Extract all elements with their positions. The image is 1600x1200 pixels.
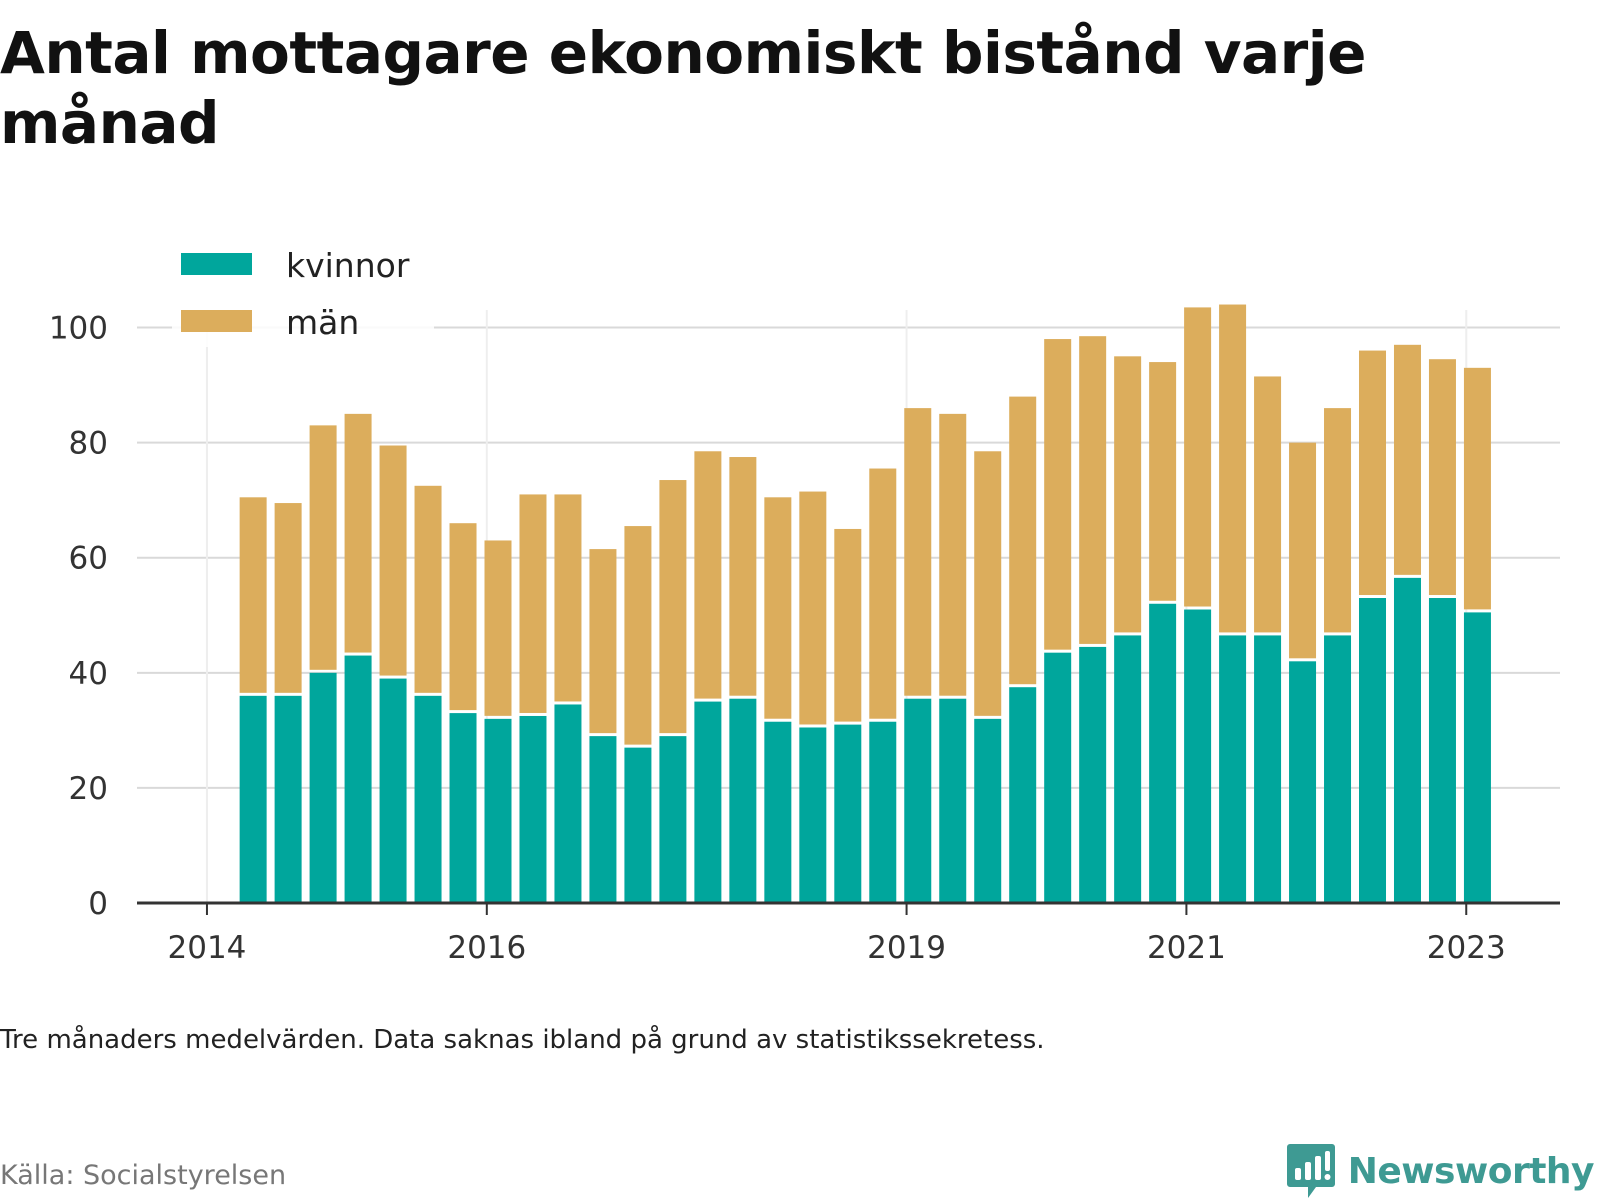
brand-logo: Newsworthy bbox=[1286, 1142, 1595, 1200]
bar-kvinnor bbox=[1009, 687, 1037, 903]
y-axis-ticks: 0 20 40 60 80 100 bbox=[49, 311, 108, 922]
bar-kvinnor bbox=[1359, 598, 1387, 903]
bar-kvinnor bbox=[1114, 635, 1142, 903]
chart-note: Tre månaders medelvärden. Data saknas ib… bbox=[0, 1025, 1045, 1055]
legend-label-man: män bbox=[286, 303, 359, 342]
bar-kvinnor bbox=[694, 701, 722, 903]
bar-man bbox=[1149, 362, 1177, 601]
bar-kvinnor bbox=[1463, 612, 1491, 903]
bar-man bbox=[694, 451, 722, 699]
x-axis-ticks: 2014 2016 2019 2021 2023 bbox=[168, 930, 1506, 966]
x-tick-label: 2023 bbox=[1427, 930, 1506, 966]
bar-kvinnor bbox=[1184, 609, 1212, 903]
bar-kvinnor bbox=[589, 736, 617, 903]
bar-man bbox=[1324, 408, 1352, 633]
bar-kvinnor bbox=[974, 718, 1002, 903]
brand-name: Newsworthy bbox=[1347, 1150, 1595, 1192]
legend-swatch-man bbox=[181, 310, 252, 332]
bar-kvinnor bbox=[904, 698, 932, 903]
bar-kvinnor bbox=[274, 695, 302, 903]
bar-kvinnor bbox=[519, 715, 547, 903]
bar-man bbox=[274, 503, 302, 693]
bar-kvinnor bbox=[484, 718, 512, 903]
bar-kvinnor bbox=[869, 721, 897, 903]
legend-swatch-kvinnor bbox=[181, 253, 252, 275]
bar-man bbox=[344, 413, 372, 653]
x-axis bbox=[137, 901, 1560, 915]
bar-kvinnor bbox=[1393, 577, 1421, 903]
bar-man bbox=[624, 526, 652, 745]
bar-kvinnor bbox=[1289, 661, 1317, 903]
bar-man bbox=[834, 528, 862, 722]
bar-kvinnor bbox=[414, 695, 442, 903]
bar-man bbox=[904, 408, 932, 696]
newsworthy-logo-icon bbox=[1286, 1144, 1335, 1198]
bar-man bbox=[449, 523, 477, 711]
bar-man bbox=[309, 425, 337, 670]
bar-man bbox=[1359, 350, 1387, 596]
x-tick-label: 2021 bbox=[1147, 930, 1226, 966]
bar-kvinnor bbox=[729, 698, 757, 903]
bar-man bbox=[1393, 344, 1421, 575]
y-tick-label: 40 bbox=[69, 656, 108, 692]
bar-kvinnor bbox=[344, 655, 372, 903]
bar-kvinnor bbox=[1149, 603, 1177, 903]
bar-man bbox=[414, 485, 442, 693]
bar-kvinnor bbox=[764, 721, 792, 903]
bars bbox=[239, 304, 1491, 903]
bar-kvinnor bbox=[239, 695, 267, 903]
bar-man bbox=[589, 549, 617, 734]
bar-man bbox=[869, 468, 897, 719]
bar-kvinnor bbox=[1324, 635, 1352, 903]
page-title: Antal mottagare ekonomiskt bistånd varje… bbox=[0, 19, 1367, 157]
bar-man bbox=[1289, 442, 1317, 659]
bar-man bbox=[239, 497, 267, 693]
bar-man bbox=[1044, 339, 1072, 650]
bar-man bbox=[1079, 336, 1107, 644]
y-tick-label: 0 bbox=[88, 886, 108, 922]
bar-man bbox=[1009, 396, 1037, 685]
bar-kvinnor bbox=[379, 678, 407, 903]
bar-man bbox=[799, 491, 827, 725]
bar-kvinnor bbox=[799, 727, 827, 903]
bar-man bbox=[974, 451, 1002, 716]
bar-man bbox=[1428, 359, 1456, 596]
bar-kvinnor bbox=[309, 672, 337, 903]
bar-man bbox=[1254, 376, 1282, 633]
bar-kvinnor bbox=[1428, 598, 1456, 903]
bar-kvinnor bbox=[1219, 635, 1247, 903]
y-tick-label: 20 bbox=[69, 771, 108, 807]
bar-kvinnor bbox=[554, 704, 582, 903]
bar-man bbox=[1219, 304, 1247, 633]
bar-kvinnor bbox=[1079, 646, 1107, 903]
bar-man bbox=[1463, 367, 1491, 610]
legend: kvinnor män bbox=[172, 246, 434, 347]
bar-man bbox=[659, 480, 687, 734]
bar-man bbox=[729, 457, 757, 696]
bar-man bbox=[1114, 356, 1142, 633]
x-tick-label: 2014 bbox=[168, 930, 247, 966]
y-tick-label: 80 bbox=[69, 426, 108, 462]
bar-man bbox=[519, 494, 547, 713]
bar-kvinnor bbox=[624, 747, 652, 903]
y-tick-label: 100 bbox=[49, 311, 108, 347]
bar-kvinnor bbox=[449, 713, 477, 903]
bar-man bbox=[554, 494, 582, 702]
bar-kvinnor bbox=[659, 736, 687, 903]
x-tick-label: 2019 bbox=[867, 930, 946, 966]
bar-man bbox=[1184, 307, 1212, 607]
y-tick-label: 60 bbox=[69, 541, 108, 577]
bar-man bbox=[939, 413, 967, 696]
bar-kvinnor bbox=[939, 698, 967, 903]
bar-man bbox=[484, 540, 512, 716]
bar-man bbox=[764, 497, 792, 719]
source-text: Källa: Socialstyrelsen bbox=[0, 1160, 287, 1191]
bar-kvinnor bbox=[834, 724, 862, 903]
bar-kvinnor bbox=[1254, 635, 1282, 903]
legend-label-kvinnor: kvinnor bbox=[286, 246, 410, 285]
bar-kvinnor bbox=[1044, 652, 1072, 903]
x-tick-label: 2016 bbox=[447, 930, 526, 966]
bar-man bbox=[379, 445, 407, 676]
